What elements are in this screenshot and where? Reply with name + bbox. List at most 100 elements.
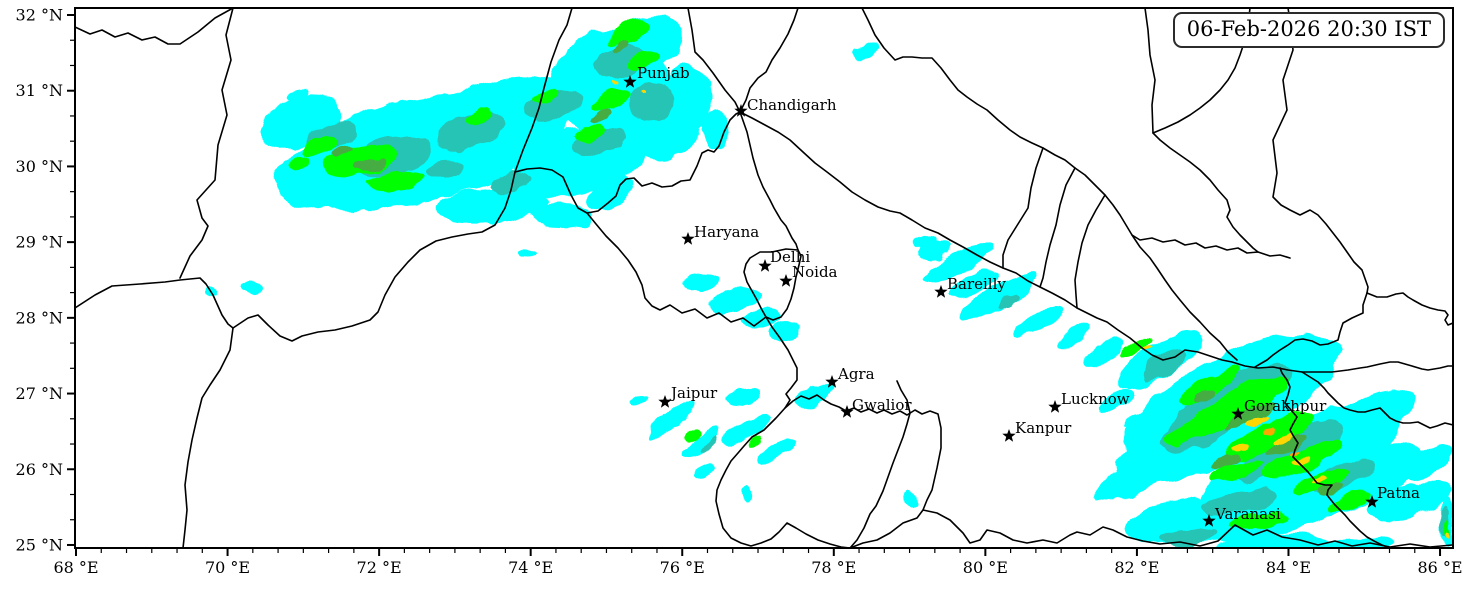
echo-cell bbox=[486, 170, 534, 192]
echo-cell bbox=[611, 40, 629, 52]
city-star-icon bbox=[658, 395, 672, 408]
echo-cell bbox=[587, 174, 637, 210]
y-tick-label: 30 °N bbox=[16, 157, 63, 176]
echo-cell bbox=[642, 88, 648, 92]
echo-cell bbox=[963, 272, 1037, 320]
city-star-icon bbox=[934, 285, 948, 298]
boundary-line bbox=[1144, 8, 1259, 253]
echo-cell bbox=[467, 108, 493, 124]
echo-cell bbox=[702, 110, 730, 150]
city-marker-lucknow: Lucknow bbox=[1048, 390, 1130, 413]
city-marker-chandigarh: Chandigarh bbox=[734, 96, 837, 117]
echo-cell bbox=[1233, 445, 1247, 453]
city-label: Gwalior bbox=[852, 396, 912, 414]
city-star-icon bbox=[779, 274, 793, 287]
echo-cell bbox=[692, 461, 718, 479]
boundary-line bbox=[861, 8, 1238, 361]
city-star-icon bbox=[1365, 495, 1379, 508]
city-label: Chandigarh bbox=[747, 96, 837, 114]
echo-cell bbox=[1098, 389, 1132, 411]
y-tick-label: 25 °N bbox=[16, 535, 63, 554]
echo-cell bbox=[1236, 421, 1344, 481]
echo-cell bbox=[748, 436, 762, 446]
city-label: Gorakhpur bbox=[1244, 397, 1327, 415]
echo-cell bbox=[907, 489, 917, 505]
echo-cell bbox=[648, 402, 696, 438]
city-marker-gwalior: Gwalior bbox=[840, 396, 912, 418]
echo-cell bbox=[1410, 443, 1450, 479]
echo-cell bbox=[1015, 304, 1065, 338]
echo-cell bbox=[594, 44, 646, 80]
x-tick-label: 74 °E bbox=[508, 558, 553, 577]
city-label: Patna bbox=[1377, 484, 1420, 502]
city-marker-kanpur: Kanpur bbox=[1002, 419, 1072, 442]
echo-cell bbox=[949, 267, 1001, 299]
echo-cell bbox=[592, 111, 608, 121]
city-marker-delhi: Delhi bbox=[758, 248, 810, 272]
radar-echo-layer bbox=[208, 14, 1453, 548]
echo-cell bbox=[1058, 323, 1092, 349]
echo-cell bbox=[1193, 388, 1217, 402]
boundary-line bbox=[784, 394, 942, 511]
boundary-line bbox=[739, 111, 1453, 373]
echo-cell bbox=[1181, 367, 1239, 405]
city-marker-jaipur: Jaipur bbox=[658, 384, 718, 408]
echo-level5-yellow bbox=[615, 82, 1450, 537]
city-star-icon bbox=[840, 405, 854, 418]
boundary-line bbox=[849, 509, 1453, 548]
echo-cell bbox=[367, 171, 423, 191]
boundary-line bbox=[1272, 8, 1369, 294]
x-tick-label: 82 °E bbox=[1114, 558, 1159, 577]
city-marker-gorakhpur: Gorakhpur bbox=[1231, 397, 1327, 420]
echo-cell bbox=[628, 50, 662, 72]
city-star-icon bbox=[1202, 514, 1216, 527]
echo-cell bbox=[1163, 425, 1207, 447]
echo-cell bbox=[683, 275, 717, 291]
city-star-icon bbox=[734, 104, 748, 117]
echo-cell bbox=[615, 82, 621, 86]
boundary-line bbox=[1254, 292, 1368, 368]
boundary-line bbox=[75, 8, 234, 45]
boundary-line bbox=[75, 277, 234, 329]
city-marker-noida: Noida bbox=[779, 263, 838, 287]
state-boundaries bbox=[75, 8, 1453, 548]
boundary-line bbox=[514, 111, 741, 214]
boundary-line bbox=[1074, 194, 1106, 309]
plot-border bbox=[74, 7, 1454, 549]
echo-cell bbox=[1183, 375, 1287, 437]
boundary-line bbox=[1039, 167, 1076, 288]
echo-cell bbox=[756, 440, 796, 464]
y-tick-label: 27 °N bbox=[16, 384, 63, 403]
echo-cell bbox=[353, 159, 387, 173]
echo-cell bbox=[1368, 481, 1452, 521]
x-tick-label: 84 °E bbox=[1266, 558, 1311, 577]
echo-cell bbox=[699, 434, 717, 450]
city-label: Agra bbox=[837, 365, 875, 383]
y-tick-label: 31 °N bbox=[16, 81, 63, 100]
x-tick-label: 76 °E bbox=[660, 558, 705, 577]
echo-cell bbox=[1226, 411, 1314, 461]
boundary-line bbox=[1279, 367, 1391, 548]
echo-cell bbox=[301, 136, 339, 156]
echo-cell bbox=[1093, 462, 1167, 500]
echo-cell bbox=[996, 293, 1020, 309]
city-label: Punjab bbox=[637, 64, 690, 82]
echo-cell bbox=[608, 17, 652, 45]
city-marker-bareilly: Bareilly bbox=[934, 275, 1006, 298]
x-tick-label: 72 °E bbox=[357, 558, 402, 577]
city-label: Haryana bbox=[694, 223, 759, 241]
boundary-line bbox=[586, 212, 767, 327]
city-star-icon bbox=[1231, 407, 1245, 420]
echo-cell bbox=[743, 308, 781, 328]
city-marker-varanasi: Varanasi bbox=[1202, 505, 1281, 527]
echo-cell bbox=[527, 204, 593, 228]
y-tick-label: 32 °N bbox=[16, 6, 63, 25]
echo-cell bbox=[1263, 424, 1277, 434]
city-label: Kanpur bbox=[1015, 419, 1072, 437]
boundary-line bbox=[743, 248, 802, 321]
boundary-line bbox=[232, 171, 516, 342]
city-label: Bareilly bbox=[947, 275, 1006, 293]
city-label: Jaipur bbox=[669, 384, 718, 402]
echo-cell bbox=[852, 44, 878, 60]
